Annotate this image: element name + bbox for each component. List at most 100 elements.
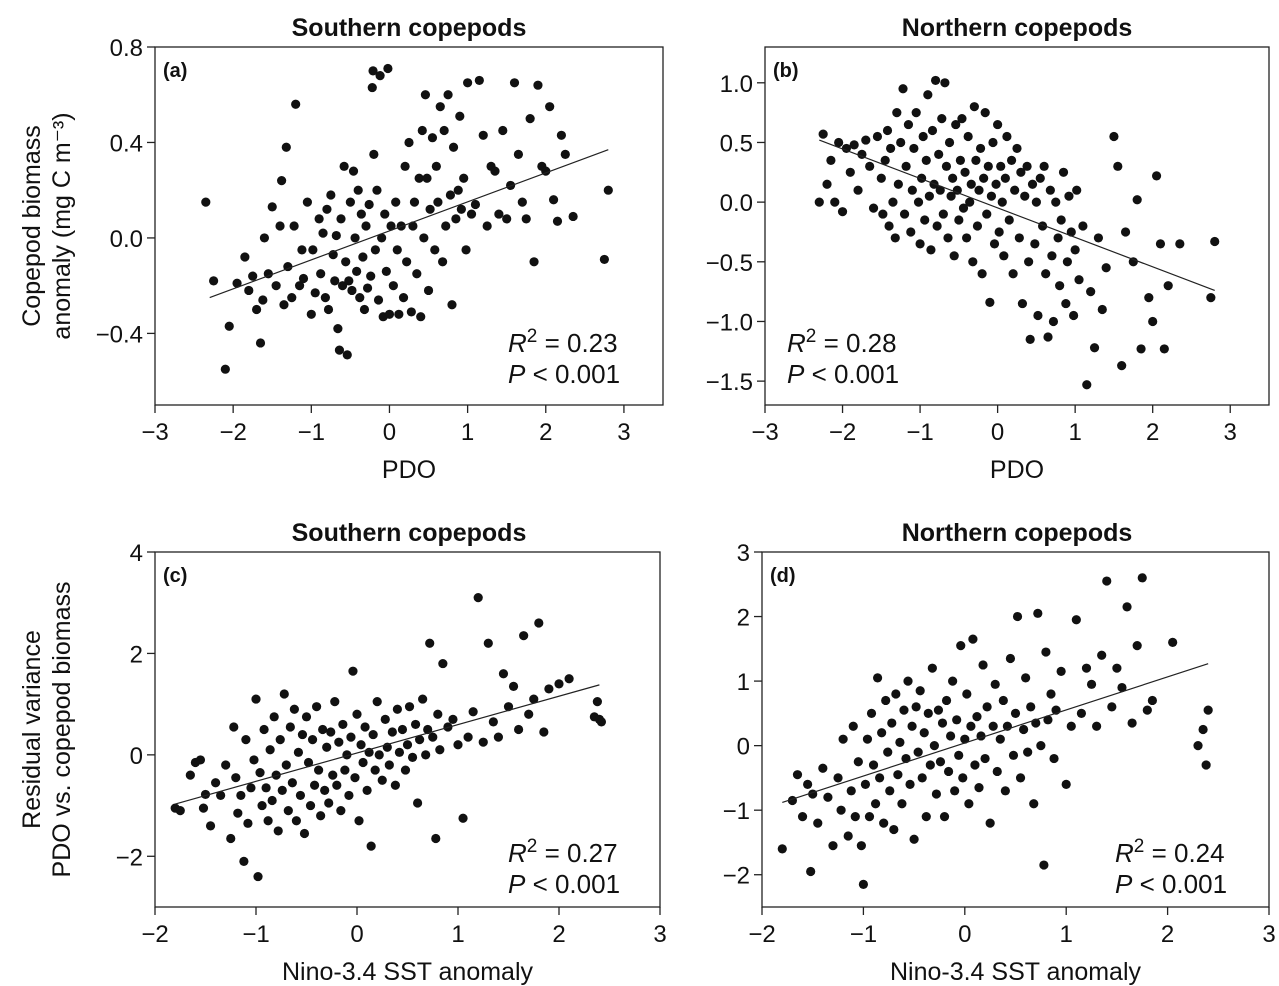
data-point — [249, 755, 259, 765]
data-point — [221, 760, 231, 770]
y-tick-label: 1 — [737, 669, 750, 696]
data-point — [297, 245, 307, 255]
data-point — [949, 251, 959, 261]
data-point — [209, 276, 219, 286]
data-point — [259, 233, 270, 243]
data-point — [425, 638, 435, 648]
data-point — [1097, 650, 1107, 660]
data-point — [813, 818, 823, 828]
data-point — [596, 717, 607, 727]
data-point — [948, 173, 958, 183]
data-point — [1002, 131, 1012, 142]
data-point — [425, 204, 435, 214]
data-point — [482, 221, 492, 231]
y-tick-label: 2 — [130, 641, 143, 668]
data-point — [935, 757, 946, 767]
panel-label: (c) — [163, 565, 187, 587]
regression-line — [175, 684, 600, 805]
data-point — [1074, 275, 1084, 285]
data-point — [380, 209, 390, 219]
data-point — [438, 257, 448, 267]
data-point — [1066, 227, 1076, 237]
data-point — [1000, 786, 1010, 796]
data-point — [231, 773, 241, 783]
data-point — [864, 812, 875, 822]
data-point — [903, 119, 914, 130]
data-point — [899, 705, 909, 715]
r-squared-label: R2 = 0.23 — [508, 326, 618, 358]
data-point — [944, 137, 955, 148]
x-tick-label: 0 — [991, 419, 1004, 446]
data-point — [236, 790, 246, 801]
data-point — [826, 155, 836, 165]
data-point — [381, 266, 391, 276]
data-point — [969, 102, 979, 112]
x-tick-label: −2 — [219, 419, 246, 446]
data-point — [257, 800, 267, 811]
data-point — [924, 191, 934, 201]
data-point — [830, 197, 840, 207]
data-point — [358, 252, 368, 262]
data-point — [1203, 705, 1213, 715]
data-point — [983, 161, 993, 171]
data-point — [418, 694, 428, 704]
data-point — [316, 811, 326, 821]
data-point — [1006, 155, 1017, 165]
data-point — [1041, 269, 1051, 279]
r-squared-label: R2 = 0.27 — [508, 836, 618, 868]
data-point — [828, 841, 838, 851]
data-point — [259, 724, 269, 735]
data-point — [458, 813, 468, 823]
data-point — [1168, 637, 1178, 647]
data-point — [348, 666, 358, 676]
data-point — [368, 729, 378, 740]
data-point — [913, 747, 923, 757]
data-point — [1012, 611, 1023, 622]
data-point — [978, 660, 988, 670]
data-point — [336, 214, 346, 224]
data-point — [295, 790, 306, 801]
data-point — [556, 130, 567, 140]
data-point — [431, 833, 441, 844]
data-point — [400, 161, 410, 171]
data-point — [853, 185, 863, 195]
data-point — [603, 185, 613, 195]
data-point — [519, 631, 529, 641]
data-point — [248, 271, 258, 281]
data-point — [939, 812, 950, 822]
data-point — [255, 768, 265, 778]
data-point — [232, 278, 242, 288]
data-point — [289, 221, 299, 231]
data-point — [1122, 602, 1132, 612]
data-point — [445, 190, 456, 200]
data-point — [279, 689, 289, 699]
data-point — [291, 816, 301, 826]
data-point — [1026, 702, 1036, 712]
data-point — [545, 102, 555, 112]
data-point — [1039, 860, 1049, 870]
data-point — [1022, 161, 1032, 171]
data-point — [957, 114, 967, 124]
data-point — [463, 78, 473, 88]
x-tick-label: −1 — [906, 419, 933, 446]
data-point — [246, 783, 256, 793]
x-tick-label: −3 — [141, 419, 168, 446]
data-point — [233, 808, 243, 818]
data-point — [294, 281, 305, 291]
data-point — [275, 735, 285, 745]
data-point — [923, 90, 933, 100]
data-point — [1046, 689, 1056, 699]
data-point — [301, 712, 312, 722]
data-point — [850, 812, 860, 822]
data-point — [358, 757, 368, 768]
data-point — [1017, 298, 1028, 309]
data-point — [252, 304, 262, 315]
data-point — [564, 674, 574, 684]
data-point — [1142, 705, 1152, 715]
data-point — [968, 634, 978, 644]
y-tick-label: 0 — [130, 743, 143, 770]
data-point — [281, 142, 291, 152]
data-point — [991, 179, 1001, 189]
data-point — [370, 245, 380, 255]
data-point — [308, 245, 318, 255]
